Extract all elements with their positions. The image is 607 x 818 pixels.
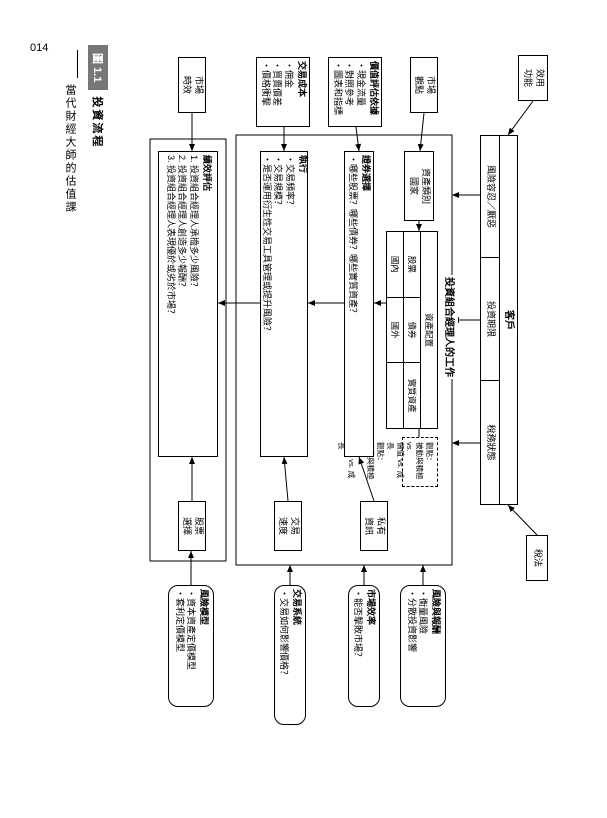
- asset-allocation-table: 資產配置 股票 債券 實質資產 國內 國外 .: [386, 231, 438, 429]
- asset-alloc-stocks: 股票: [403, 232, 420, 298]
- page-number: 014: [30, 42, 48, 54]
- figure-caption: 圖 1.1 投資流程: [88, 45, 108, 148]
- asset-alloc-bonds: 債券: [403, 298, 420, 364]
- node-risk-tolerance: 風險容忍／厭惡: [480, 135, 500, 258]
- node-client: 客戶: [500, 135, 518, 505]
- asset-alloc-foreign: 國外: [387, 298, 403, 364]
- node-asset-class: 資產類別國家: [404, 151, 434, 221]
- pm-work-label: 投資組合經理人的工作: [443, 275, 458, 379]
- node-tax-law: 稅法: [526, 535, 548, 581]
- node-trading-system: 交易系統・交易如何影響價格？: [274, 585, 306, 725]
- node-stock-selection: 股票選擇: [178, 501, 206, 551]
- node-security-selection: 證券選擇・哪些股票？哪些債券？哪些實質資產？: [344, 151, 374, 457]
- node-viewpoint: 觀點：被動與積極vs.價值 vs. 成長觀點：被動與積極vs.價值 vs. 成長: [402, 437, 438, 487]
- asset-alloc-domestic: 國內: [387, 232, 403, 298]
- node-investment-horizon: 投資期限: [480, 258, 500, 381]
- node-performance-eval: 績效評估1. 投資組合經理人承擔多少風險？2. 投資組合經理人創造多少報酬？3.…: [158, 151, 218, 457]
- node-transaction-cost: 交易成本・佣金・買賣價差・價格衝擊: [256, 57, 310, 127]
- caption-text: 投資流程: [90, 96, 106, 148]
- node-valuation-basis: 價值評估依據・現金流量・對照參考・圖表和指標: [328, 57, 382, 127]
- node-risk-model: 風險模型・資本資產定價模型・套利定價模型: [168, 585, 214, 707]
- node-execution: 執行・交易頻率？・交易規模？・是否運用衍生性交易工具管理或提升風險？: [260, 151, 308, 457]
- asset-alloc-header: 資產配置: [420, 232, 437, 428]
- node-market-timing: 市場時效: [178, 57, 206, 113]
- node-utility: 效用功能: [518, 55, 548, 101]
- asset-alloc-real: 實質資產: [403, 363, 420, 428]
- node-market-efficiency: 市場效率・能否擊敗市場？: [348, 585, 380, 707]
- node-transaction-speed: 交易速度: [274, 501, 302, 551]
- node-risk-reward: 風險與報酬・衡量風險・分散投資影響: [400, 585, 446, 707]
- caption-tag: 圖 1.1: [88, 45, 108, 90]
- node-tax-status: 稅務狀態: [480, 381, 500, 505]
- node-market-view: 市場觀點: [410, 57, 438, 113]
- node-private-info: 私有資訊: [360, 501, 388, 551]
- book-title-vertical: 當代財經大師的估值課: [62, 50, 78, 214]
- diagram: 效用功能 稅法 客戶 風險容忍／厭惡 投資期限 稅務狀態 投資組合經理人的工作 …: [88, 45, 578, 775]
